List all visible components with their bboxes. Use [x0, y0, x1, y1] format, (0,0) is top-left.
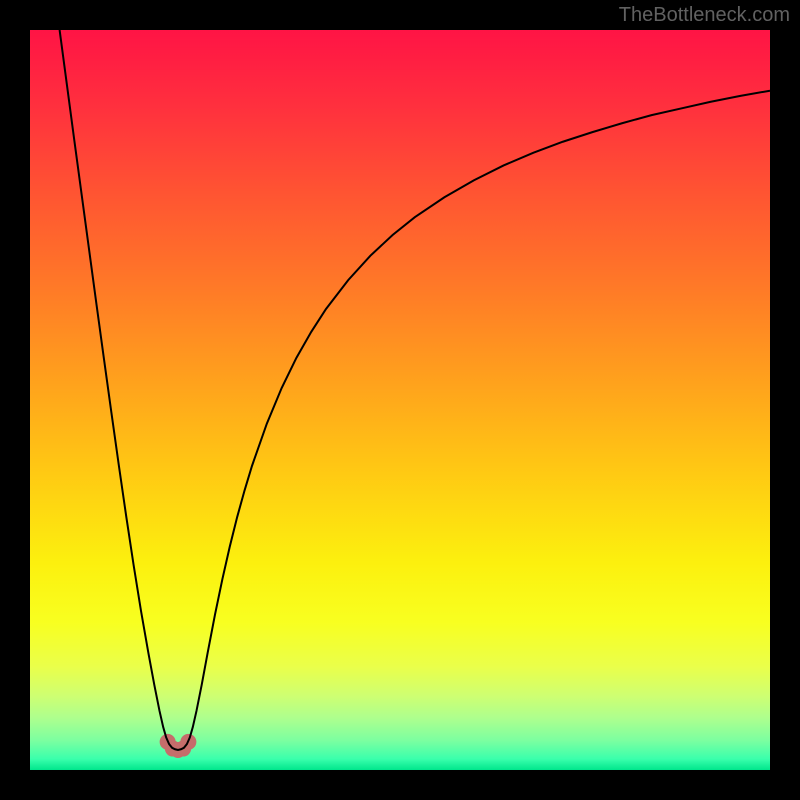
chart-svg — [30, 30, 770, 770]
frame: TheBottleneck.com — [0, 0, 800, 800]
plot-area — [30, 30, 770, 770]
chart-background — [30, 30, 770, 770]
watermark-text: TheBottleneck.com — [619, 4, 790, 27]
